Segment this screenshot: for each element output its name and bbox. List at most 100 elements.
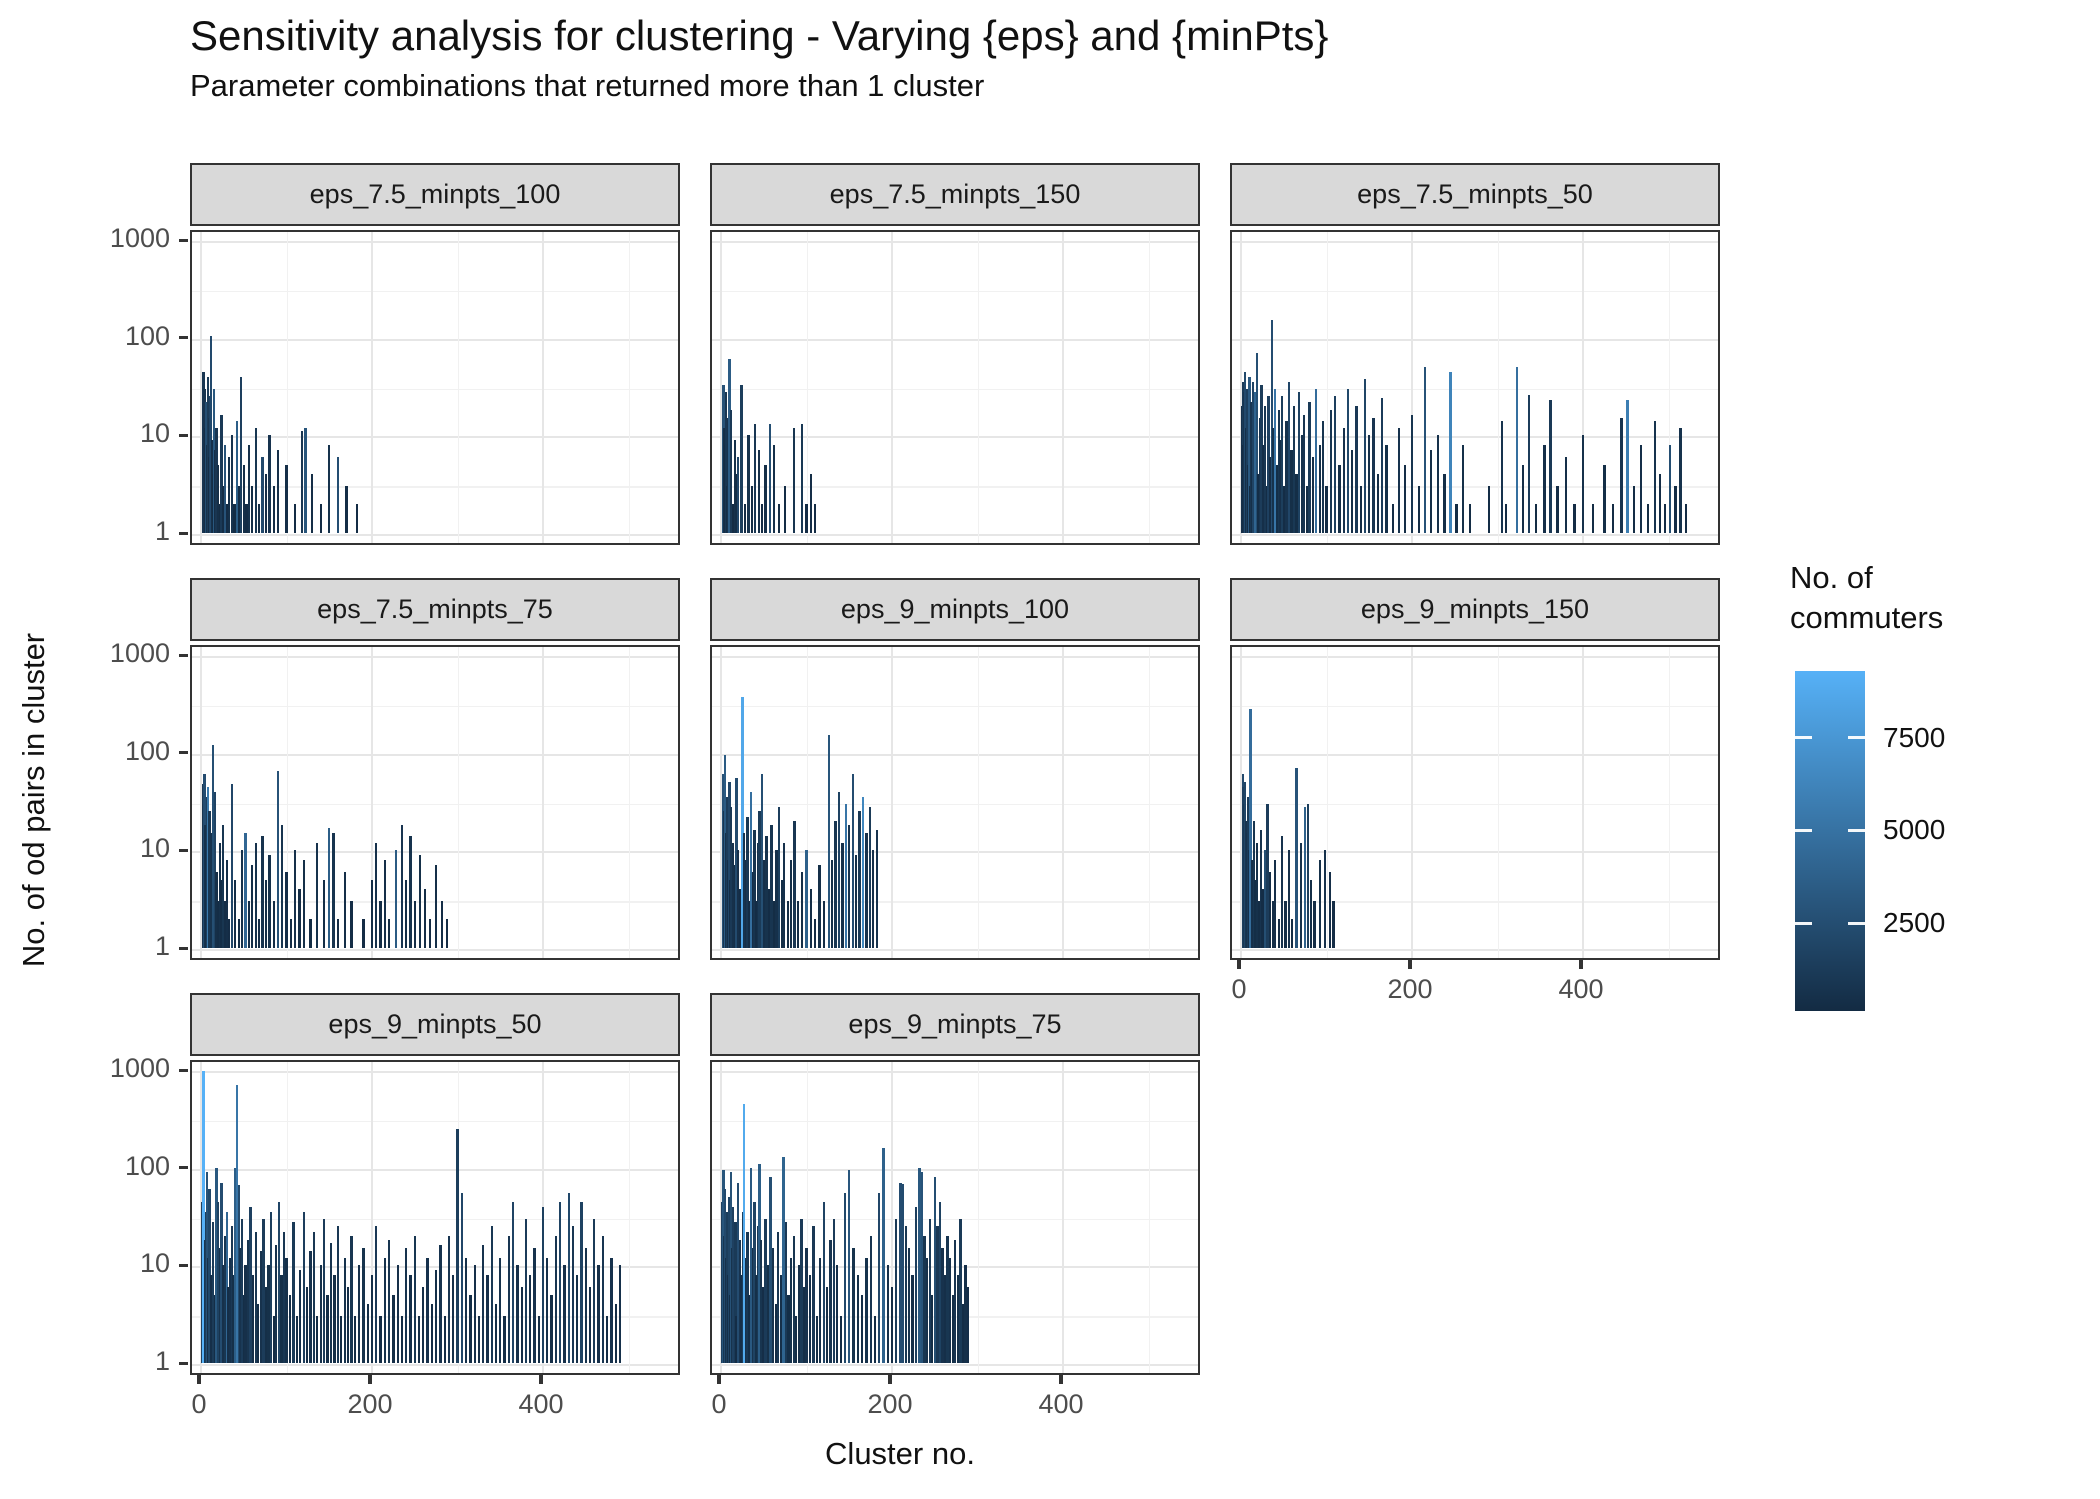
bar — [409, 1274, 412, 1363]
gridline-minor-h — [712, 803, 1198, 805]
bar — [899, 1182, 902, 1363]
bar — [760, 1240, 763, 1363]
bar — [223, 901, 227, 948]
gridline-major-v — [542, 647, 544, 958]
bar — [822, 901, 825, 948]
bar — [240, 850, 244, 948]
bar — [452, 1274, 455, 1363]
gridline-minor-v — [286, 232, 288, 543]
bar — [353, 1316, 357, 1363]
bar — [854, 854, 858, 948]
bar — [805, 1248, 808, 1363]
bar — [766, 1265, 770, 1363]
bar — [961, 1304, 965, 1363]
bar — [211, 744, 215, 948]
bar — [323, 879, 326, 948]
bar — [1254, 391, 1257, 533]
bar — [1332, 901, 1335, 948]
gridline-minor-v — [1497, 647, 1499, 958]
x-tick-mark — [197, 1373, 201, 1384]
bar — [1310, 879, 1313, 948]
bar — [392, 1294, 395, 1363]
bar — [220, 879, 223, 948]
legend-tick-right — [1848, 921, 1865, 925]
bar — [435, 865, 438, 948]
bar — [343, 1257, 346, 1363]
gridline-major-v — [1240, 232, 1242, 543]
bar — [426, 1257, 429, 1363]
bar — [311, 474, 314, 533]
gridline-minor-h — [192, 901, 678, 903]
bar — [413, 1235, 416, 1363]
bar — [1603, 464, 1606, 533]
gridline-major-h — [192, 1364, 678, 1366]
x-axis-title: Cluster no. — [825, 1436, 975, 1471]
bar — [1254, 879, 1257, 948]
bar — [875, 830, 878, 948]
bar — [813, 503, 817, 533]
bar — [933, 1177, 936, 1363]
bar — [795, 1316, 798, 1363]
bar — [750, 486, 753, 533]
bar — [1640, 444, 1643, 533]
bar — [737, 457, 740, 533]
facet-strip: eps_9_minpts_50 — [190, 993, 680, 1056]
bar — [355, 503, 358, 533]
bar — [217, 1201, 220, 1363]
bar — [251, 865, 254, 948]
bar — [554, 1235, 558, 1363]
y-axis-title: No. of od pairs in cluster — [16, 632, 51, 968]
bar — [524, 1218, 528, 1363]
bar — [262, 1218, 265, 1363]
bar — [405, 879, 408, 948]
bar — [328, 444, 331, 533]
bar — [844, 803, 848, 948]
facet-strip-label: eps_7.5_minpts_75 — [317, 594, 553, 624]
x-tick-label: 400 — [1038, 1389, 1084, 1419]
bar — [904, 1226, 907, 1363]
gridline-minor-v — [457, 647, 459, 958]
gridline-minor-v — [806, 647, 808, 958]
gridline-minor-h — [1232, 290, 1718, 293]
bar — [938, 1201, 942, 1363]
bar — [276, 770, 280, 948]
bar — [728, 1197, 731, 1363]
bar — [333, 1274, 336, 1363]
bar — [358, 1265, 361, 1363]
bar — [563, 1265, 566, 1363]
bar — [1323, 850, 1326, 948]
x-tick-mark — [1408, 958, 1412, 969]
gridline-major-h — [192, 436, 678, 439]
bar — [764, 1218, 767, 1363]
gridline-minor-h — [192, 1120, 678, 1123]
bar — [848, 1169, 851, 1363]
bar — [213, 1294, 216, 1363]
bar — [1653, 421, 1657, 533]
bar — [225, 1212, 228, 1363]
bar — [790, 1257, 793, 1363]
bar — [730, 806, 733, 948]
bar — [309, 1251, 312, 1363]
x-tick-label: 0 — [711, 1389, 727, 1419]
bar — [1272, 427, 1275, 533]
bar — [737, 850, 740, 948]
bar — [252, 1274, 255, 1363]
bar — [202, 1070, 205, 1363]
bar — [601, 1235, 605, 1363]
y-tick-label: 1 — [154, 1346, 170, 1376]
bar — [332, 833, 335, 948]
gridline-minor-h — [192, 388, 678, 390]
bar — [1245, 388, 1249, 533]
gridline-major-v — [891, 232, 893, 543]
bar — [240, 376, 243, 533]
gridline-minor-v — [1326, 232, 1328, 543]
bar — [299, 1269, 302, 1363]
bar — [362, 918, 365, 948]
bar — [886, 1265, 889, 1363]
facet-strip-label: eps_7.5_minpts_50 — [1357, 179, 1593, 209]
bar — [1249, 709, 1252, 948]
bar — [1581, 435, 1585, 533]
bar — [737, 1182, 740, 1363]
bar — [911, 1274, 914, 1363]
bar — [852, 1248, 855, 1363]
